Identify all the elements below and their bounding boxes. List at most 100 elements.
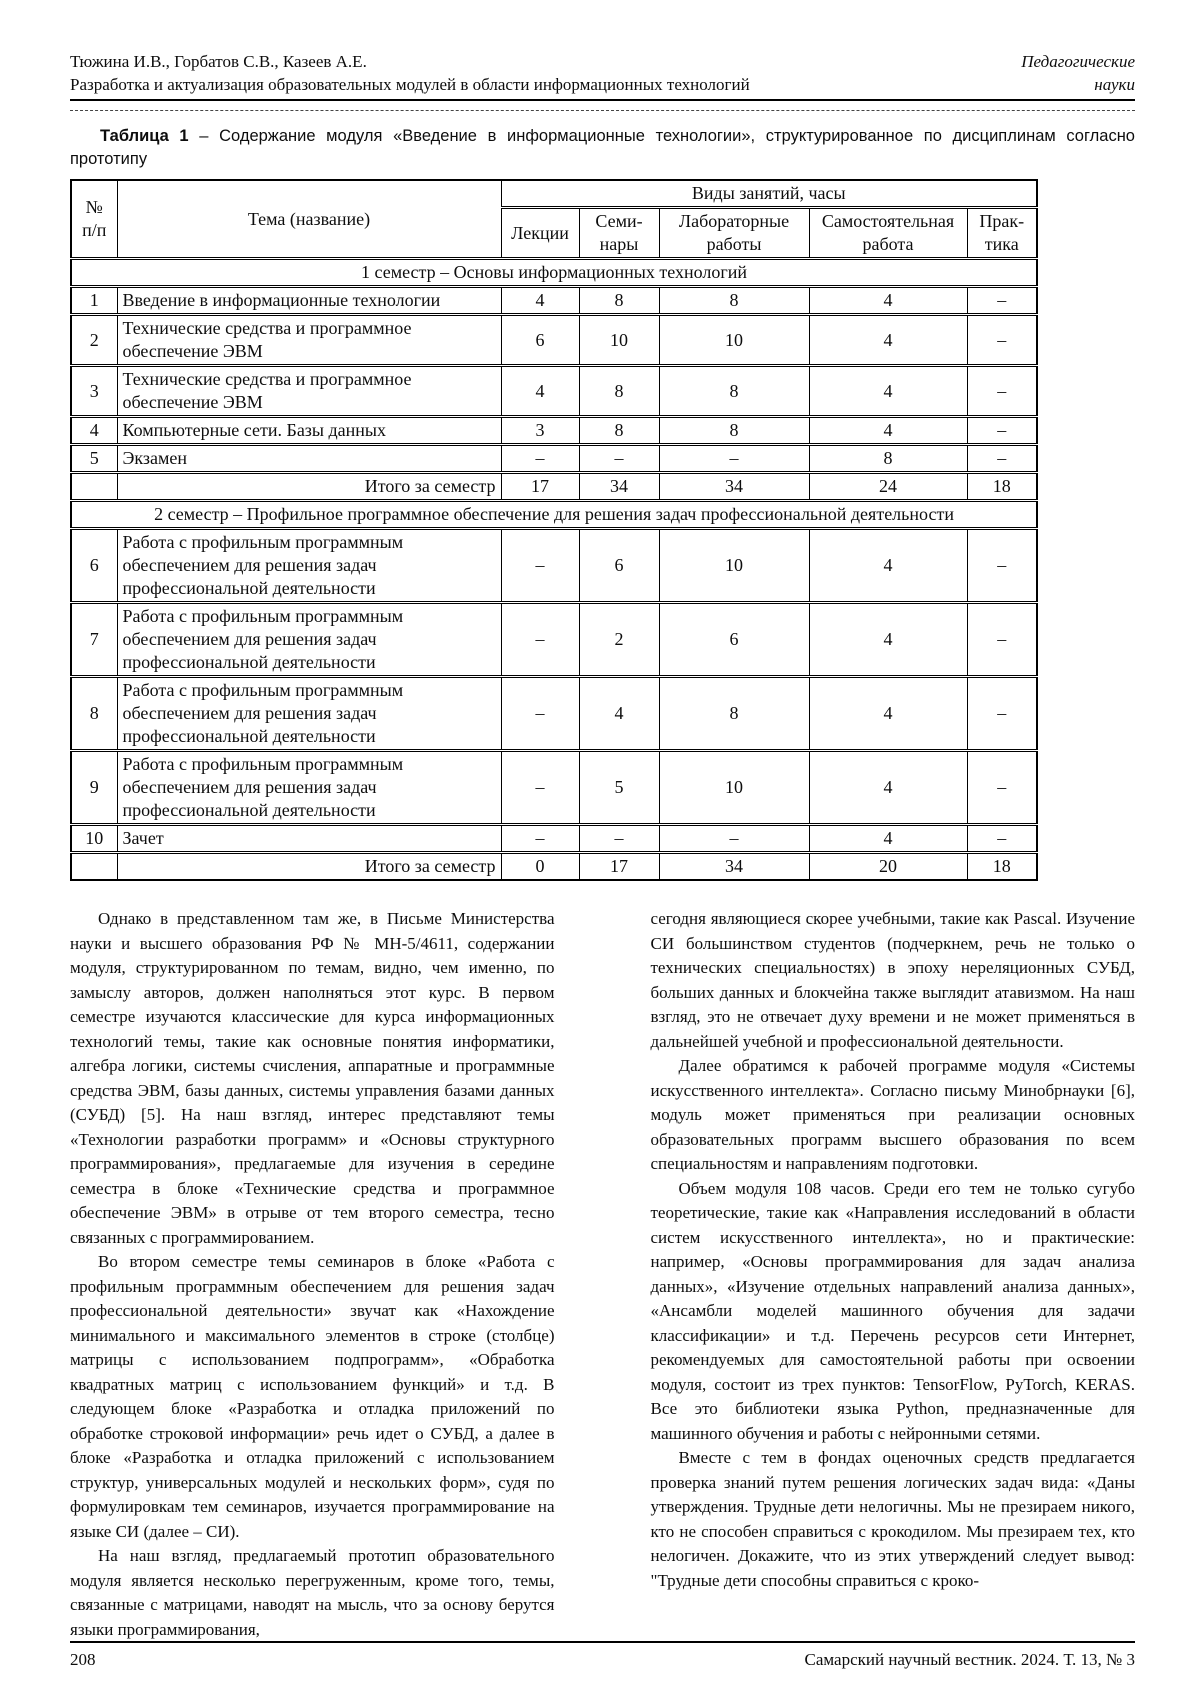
cell-lectures: 6 [500,313,580,366]
paragraph: Во втором семестре темы семинаров в блок… [70,1252,555,1541]
cell-labs: 8 [658,285,810,315]
total-row: Итого за семестр 17 34 34 24 18 [70,471,1038,501]
journal-reference: Самарский научный вестник. 2024. Т. 13, … [804,1650,1136,1669]
cell-num-empty [70,851,118,880]
cell-seminars: 8 [578,285,660,315]
cell-topic: Зачет [116,823,502,853]
table-header-row-2: Лекции Семи- нары Лабораторные работы Са… [71,206,1038,259]
cell-selfwork: 4 [808,601,968,677]
section-row: 1 семестр – Основы информационных технол… [70,257,1038,287]
cell-num: 10 [70,823,118,853]
table-row: 2 Технические средства и программное обе… [70,313,1038,366]
cell-practice: – [966,285,1038,315]
col-header-topic: Тема (название) [116,180,502,259]
cell-practice: – [966,601,1038,677]
cell-seminars: – [578,443,660,473]
cell-practice: 18 [966,471,1038,501]
cell-topic: Работа с профильным программным обеспече… [116,527,502,603]
cell-labs: 34 [658,471,810,501]
cell-lectures: 4 [500,364,580,417]
cell-selfwork: 4 [808,285,968,315]
paragraph: сегодня являющиеся скорее учебными, таки… [650,909,1136,1051]
cell-num: 9 [70,749,118,825]
table-caption-label: Таблица 1 [100,127,189,145]
cell-seminars: 4 [578,675,660,751]
cell-num-empty [70,471,118,501]
cell-topic: Технические средства и программное обесп… [116,364,502,417]
cell-seminars: 6 [578,527,660,603]
cell-num: 7 [70,601,118,677]
cell-num: 5 [70,443,118,473]
cell-topic: Работа с профильным программным обеспече… [116,675,502,751]
table-row: 3 Технические средства и программное обе… [70,364,1038,417]
table-caption: Таблица 1 – Содержание модуля «Введение … [70,125,1135,171]
total-label: Итого за семестр [116,851,502,880]
cell-lectures: – [500,675,580,751]
col-header-num: № п/п [70,180,118,259]
rubric-line-2: науки [1094,75,1135,94]
cell-practice: – [966,675,1038,751]
table-caption-text: – Содержание модуля «Введение в информац… [70,127,1135,168]
cell-labs: 10 [658,527,810,603]
table-row: 6 Работа с профильным программным обеспе… [70,527,1038,603]
paragraph: Вместе с тем в фондах оценочных средств … [650,1448,1136,1590]
body-text: Однако в представленном там же, в Письме… [70,907,1135,1642]
cell-lectures: 4 [500,285,580,315]
module-content-table: № п/п Тема (название) Виды занятий, часы… [70,179,1039,881]
cell-topic: Работа с профильным программным обеспече… [116,601,502,677]
cell-num: 3 [70,364,118,417]
cell-topic: Компьютерные сети. Базы данных [116,415,502,445]
total-row: Итого за семестр 0 17 34 20 18 [70,851,1038,880]
cell-labs: – [658,823,810,853]
col-header-labs: Лабораторные работы [658,206,810,259]
running-head-left: Тюжина И.В., Горбатов С.В., Казеев А.Е. … [70,50,750,96]
cell-selfwork: 20 [808,851,968,880]
authors-line: Тюжина И.В., Горбатов С.В., Казеев А.Е. [70,52,367,71]
col-header-seminars: Семи- нары [578,206,660,259]
table-row: 10 Зачет – – – 4 – [70,823,1038,853]
cell-seminars: 5 [578,749,660,825]
rubric-line-1: Педагогические [1021,52,1135,71]
paragraph: Однако в представленном там же, в Письме… [70,909,555,1247]
paragraph: На наш взгляд, предлагаемый прототип обр… [70,1546,555,1639]
col-header-group: Виды занятий, часы [500,180,1038,208]
cell-labs: – [658,443,810,473]
cell-seminars: 10 [578,313,660,366]
page-number: 208 [70,1650,96,1669]
table-header-row-1: № п/п Тема (название) Виды занятий, часы [70,180,1038,259]
cell-lectures: – [500,823,580,853]
cell-practice: 18 [966,851,1038,880]
table-row: 8 Работа с профильным программным обеспе… [70,675,1038,751]
cell-labs: 8 [658,415,810,445]
paragraph: Объем модуля 108 часов. Среди его тем не… [650,1178,1136,1443]
cell-labs: 8 [658,675,810,751]
cell-topic: Технические средства и программное обесп… [116,313,502,366]
rubric: Педагогические науки [1021,50,1135,96]
table-row: 9 Работа с профильным программным обеспе… [70,749,1038,825]
cell-practice: – [966,364,1038,417]
cell-lectures: 17 [500,471,580,501]
cell-labs: 6 [658,601,810,677]
col-header-practice: Прак- тика [966,206,1038,259]
cell-num: 2 [70,313,118,366]
section-title: 1 семестр – Основы информационных технол… [70,257,1038,287]
cell-practice: – [966,443,1038,473]
cell-selfwork: 4 [808,823,968,853]
body-column-right: сегодня являющиеся скорее учебными, таки… [651,907,1136,1642]
cell-labs: 10 [658,749,810,825]
cell-seminars: 17 [578,851,660,880]
table-row: 4 Компьютерные сети. Базы данных 3 8 8 4… [70,415,1038,445]
col-header-lectures: Лекции [500,206,580,259]
cell-num: 8 [70,675,118,751]
section-row: 2 семестр – Профильное программное обесп… [70,499,1038,529]
cell-lectures: – [500,527,580,603]
cell-selfwork: 24 [808,471,968,501]
cell-selfwork: 8 [808,443,968,473]
cell-practice: – [966,415,1038,445]
cell-topic: Экзамен [116,443,502,473]
cell-num: 6 [70,527,118,603]
cell-selfwork: 4 [808,364,968,417]
cell-lectures: – [500,749,580,825]
body-column-left: Однако в представленном там же, в Письме… [70,907,555,1642]
